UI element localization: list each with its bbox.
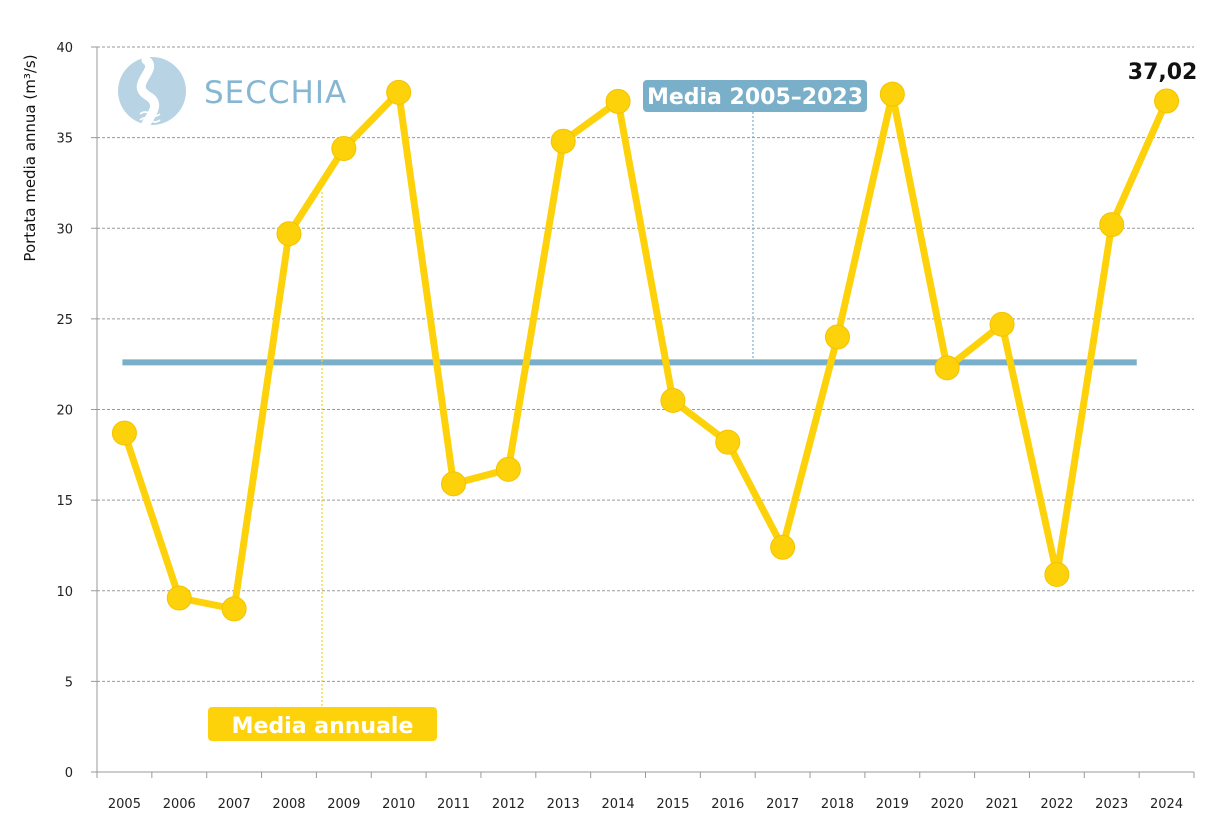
data-point-2012 bbox=[495, 456, 521, 482]
data-point-2005 bbox=[111, 420, 137, 446]
data-point-2018 bbox=[824, 324, 850, 350]
last-value-label: 37,02 bbox=[1128, 60, 1198, 85]
y-tick-label: 20 bbox=[56, 404, 73, 419]
series-layer: Media annuale bbox=[111, 79, 1180, 741]
x-tick-label: 2016 bbox=[711, 797, 744, 812]
data-point-2023 bbox=[1099, 212, 1125, 238]
y-tick-label: 10 bbox=[56, 585, 73, 600]
x-tick-label: 2014 bbox=[602, 797, 635, 812]
x-tick-label: 2008 bbox=[272, 797, 305, 812]
y-tick-label: 30 bbox=[56, 222, 73, 237]
y-tick-label: 25 bbox=[56, 313, 73, 328]
x-tick-label: 2015 bbox=[656, 797, 689, 812]
axis-layer: 0 5 10 15 20 25 30 35 40 2005 2006 2007 2008 2009 2010… bbox=[56, 41, 1195, 812]
x-tick-label: 2011 bbox=[437, 797, 470, 812]
y-tick-label: 15 bbox=[56, 494, 73, 509]
data-point-2017 bbox=[770, 534, 796, 560]
x-tick-label: 2022 bbox=[1040, 797, 1073, 812]
x-tick-label: 2006 bbox=[163, 797, 196, 812]
secchia-logo: SECCHIA bbox=[118, 55, 347, 129]
data-point-2006 bbox=[166, 585, 192, 611]
data-point-2014 bbox=[605, 88, 631, 114]
x-tick-label: 2019 bbox=[876, 797, 909, 812]
series-badge bbox=[208, 707, 437, 741]
reference-badge bbox=[643, 80, 867, 112]
reference-layer: Media 2005–2023 bbox=[122, 80, 1137, 366]
x-tick-label: 2023 bbox=[1095, 797, 1128, 812]
x-tick-label: 2007 bbox=[218, 797, 251, 812]
y-axis-label: Portata media annua (m³/s) bbox=[21, 54, 39, 261]
annotation-layer: 37,02 bbox=[1128, 60, 1198, 85]
data-point-2009 bbox=[331, 136, 357, 161]
reference-badge-label: Media 2005–2023 bbox=[647, 85, 863, 110]
logo-text: SECCHIA bbox=[204, 75, 347, 111]
data-point-2010 bbox=[386, 79, 412, 105]
x-tick-label: 2020 bbox=[931, 797, 964, 812]
x-tick-label: 2009 bbox=[327, 797, 360, 812]
data-point-2015 bbox=[660, 387, 686, 413]
data-point-2020 bbox=[934, 355, 960, 381]
x-tick-label: 2021 bbox=[985, 797, 1018, 812]
series-badge-label: Media annuale bbox=[232, 714, 414, 739]
data-point-2007 bbox=[221, 596, 247, 622]
data-point-2019 bbox=[879, 81, 905, 107]
x-tick-label: 2017 bbox=[766, 797, 799, 812]
x-tick-label: 2012 bbox=[492, 797, 525, 812]
y-tick-label: 35 bbox=[56, 132, 73, 147]
data-point-2008 bbox=[276, 221, 302, 247]
y-tick-label: 0 bbox=[65, 766, 73, 781]
data-point-2022 bbox=[1044, 561, 1070, 587]
data-point-2016 bbox=[715, 429, 741, 455]
x-tick-label: 2018 bbox=[821, 797, 854, 812]
y-tick-label: 40 bbox=[56, 41, 73, 56]
y-tick-label: 5 bbox=[65, 675, 73, 690]
x-tick-label: 2024 bbox=[1150, 797, 1183, 812]
data-point-2021 bbox=[989, 311, 1015, 337]
river-drop-icon bbox=[118, 57, 186, 125]
series-line bbox=[120, 88, 1171, 613]
x-tick-label: 2010 bbox=[382, 797, 415, 812]
data-point-2013 bbox=[550, 128, 576, 154]
data-point-2024 bbox=[1154, 88, 1180, 114]
data-point-2011 bbox=[441, 471, 467, 497]
x-tick-label: 2005 bbox=[108, 797, 141, 812]
x-tick-label: 2013 bbox=[547, 797, 580, 812]
